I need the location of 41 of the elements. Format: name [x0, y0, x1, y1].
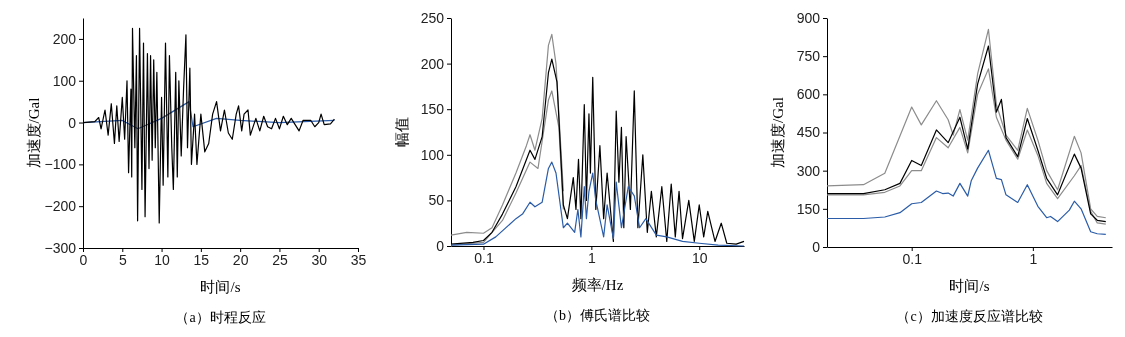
x-tick-label: 5	[118, 251, 127, 268]
y-tick-label: 50	[428, 192, 445, 209]
y-tick-label: 100	[420, 146, 445, 163]
y-tick-label: 200	[420, 55, 445, 72]
y-axis-title: 加速度/Gal	[26, 97, 42, 169]
y-tick-label: 150	[420, 101, 445, 118]
y-tick-label: 250	[420, 9, 445, 26]
y-tick-label: 750	[796, 48, 821, 65]
x-tick-label: 1	[1029, 250, 1038, 267]
x-axis-title: 时间/s	[200, 279, 241, 295]
x-axis-title: 时间/s	[949, 278, 990, 294]
x-tick-label: 20	[232, 251, 249, 268]
text: （a）时程反应	[175, 310, 266, 325]
y-tick-label: −300	[44, 239, 77, 256]
y-tick-label: −200	[44, 198, 77, 215]
y-tick-label: 200	[52, 30, 77, 47]
y-tick-label: 450	[796, 124, 821, 141]
text: （b）傅氏谱比较	[545, 308, 650, 323]
y-tick-label: 0	[436, 237, 445, 254]
text: （c）加速度反应谱比较	[896, 309, 1043, 324]
y-axis-title: 加速度/Gal	[770, 97, 786, 168]
x-tick-label: 15	[193, 251, 210, 268]
y-tick-label: 300	[796, 162, 821, 179]
y-axis-title: 幅值	[394, 117, 410, 147]
x-tick-label: 25	[272, 251, 288, 268]
x-tick-label: 0.1	[474, 249, 494, 266]
y-tick-label: 0	[68, 114, 77, 131]
x-tick-label: 35	[350, 251, 367, 268]
x-tick-label: 10	[154, 251, 171, 268]
y-tick-label: −100	[44, 156, 77, 173]
x-tick-label: 0.1	[902, 250, 923, 267]
y-tick-label: 900	[796, 9, 821, 26]
x-tick-label: 30	[311, 251, 328, 268]
x-tick-label: 1	[587, 249, 596, 266]
x-axis-title: 频率/Hz	[571, 277, 624, 293]
y-tick-label: 600	[796, 86, 821, 103]
y-tick-label: 0	[812, 238, 821, 255]
y-tick-label: 150	[796, 200, 821, 217]
y-tick-label: 100	[52, 72, 77, 89]
x-tick-label: 0	[79, 251, 88, 268]
x-tick-label: 10	[691, 249, 708, 266]
